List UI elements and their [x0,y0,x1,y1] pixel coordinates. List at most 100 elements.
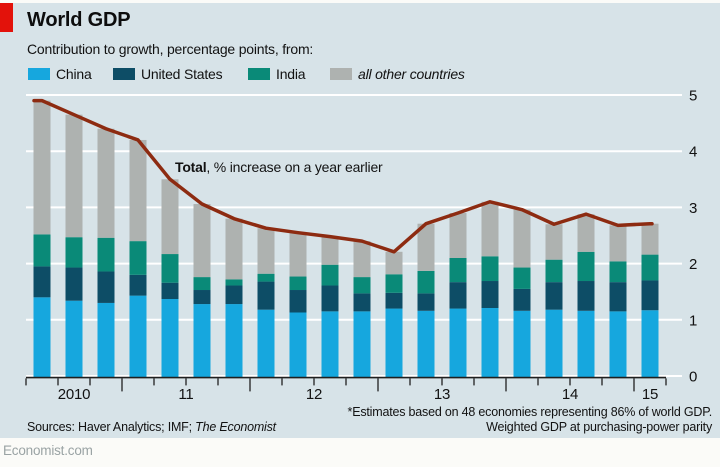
bar-segment-india-2014-q1 [513,267,531,289]
legend-swatch-all-other-countries [330,68,352,80]
bar-segment-china-2013-q4 [481,307,499,378]
chart-subtitle: Contribution to growth, percentage point… [27,41,314,57]
bar-segment-united-states-2011-q2 [161,282,179,300]
bar-segment-china-2011-q3 [193,304,211,378]
y-axis-label-0: 0 [689,369,697,386]
bar-segment-united-states-2012-q3 [321,285,339,312]
bar-segment-united-states-2011-q3 [193,290,211,305]
sources-prefix: Sources: Haver Analytics; IMF; [27,420,196,434]
bar-segment-india-2011-q1 [129,241,147,275]
x-axis-year-label-2010: 2010 [58,386,91,403]
bar-segment-china-2014-q3 [577,310,595,378]
top-margin [0,0,720,3]
bar-segment-india-2012-q4 [353,277,371,294]
bar-segment-china-2012-q3 [321,311,339,378]
bar-segment-all-other-countries-2012-q1 [257,228,275,274]
bar-segment-india-2010-q3 [65,237,83,268]
bar-segment-united-states-2011-q1 [129,274,147,296]
chart-title: World GDP [27,9,131,31]
bar-segment-all-other-countries-2012-q3 [321,236,339,265]
y-axis-label-5: 5 [689,88,697,105]
bottom-strip: Economist.com [0,438,720,467]
bar-segment-china-2014-q4 [609,311,627,378]
sources-italic: The Economist [195,420,276,434]
bar-segment-china-2011-q2 [161,299,179,378]
bar-segment-united-states-2012-q1 [257,281,275,310]
bar-segment-united-states-2012-q4 [353,293,371,312]
footnote-line-1: *Estimates based on 48 economies represe… [347,405,713,419]
sources-note: Sources: Haver Analytics; IMF; The Econo… [27,420,276,434]
bar-segment-all-other-countries-2011-q1 [129,139,147,242]
bar-segment-all-other-countries-2013-q3 [449,213,467,258]
economist-url: Economist.com [3,443,93,458]
bar-segment-india-2013-q1 [385,274,403,293]
bar-segment-china-2012-q4 [353,311,371,378]
bar-segment-united-states-2015-q1 [641,280,659,311]
legend-label-united-states: United States [141,66,223,82]
bar-segment-india-2012-q2 [289,276,307,291]
total-line [32,98,654,254]
y-axis-label-4: 4 [689,144,697,161]
bar-segment-all-other-countries-2012-q2 [289,232,307,277]
bar-segment-united-states-2011-q4 [225,285,243,305]
economist-red-tab [0,3,13,32]
bar-segment-united-states-2014-q1 [513,288,531,311]
bar-segment-all-other-countries-2014-q4 [609,225,627,262]
chart-panel: World GDP Contribution to growth, percen… [0,0,720,438]
bar-segment-india-2014-q4 [609,261,627,283]
estimates-footnote: *Estimates based on 48 economies represe… [347,405,713,434]
legend-swatch-china [28,68,50,80]
bar-segment-united-states-2014-q4 [609,282,627,312]
bar-segment-united-states-2013-q4 [481,281,499,308]
bar-segment-all-other-countries-2014-q2 [545,224,563,260]
total-line-annotation-rest: , % increase on a year earlier [206,159,383,175]
bar-segment-china-2012-q1 [257,309,275,378]
legend-item-united-states: United States [113,66,223,82]
bar-segment-united-states-2014-q3 [577,281,595,311]
x-axis-year-label-14: 14 [562,386,578,403]
legend-item-india: India [248,66,306,82]
bar-segment-united-states-2013-q1 [385,292,403,309]
bar-segment-india-2012-q3 [321,264,339,286]
bar-segment-india-2013-q4 [481,256,499,282]
bar-segment-india-2011-q4 [225,279,243,286]
bar-segment-china-2013-q2 [417,310,435,378]
bar-segment-all-other-countries-2014-q1 [513,209,531,268]
legend-label-india: India [276,66,306,82]
legend-item-all-other-countries: all other countries [330,66,465,82]
x-axis-year-label-12: 12 [306,386,322,403]
y-axis-label-2: 2 [689,256,697,273]
bar-segment-china-2011-q1 [129,295,147,378]
bar-segment-all-other-countries-2011-q3 [193,204,211,278]
bar-segment-india-2011-q2 [161,254,179,283]
bar-segment-china-2010-q4 [97,302,115,378]
bar-segment-india-2012-q1 [257,273,275,282]
bar-segment-china-2013-q3 [449,308,467,378]
legend-swatch-united-states [113,68,135,80]
bar-segment-united-states-2012-q2 [289,290,307,313]
bar-segment-all-other-countries-2011-q2 [161,179,179,255]
bar-segment-united-states-2013-q2 [417,293,435,311]
bar-segment-china-2012-q2 [289,312,307,378]
bar-segment-all-other-countries-2012-q4 [353,241,371,278]
bar-segment-china-2010-q3 [65,300,83,378]
legend-label-all-other-countries: all other countries [358,66,465,82]
bar-segment-india-2015-q1 [641,254,659,281]
bar-segment-china-2015-q1 [641,310,659,378]
footnote-line-2: Weighted GDP at purchasing-power parity [486,419,712,434]
bar-segment-india-2014-q3 [577,251,595,282]
legend-item-china: China [28,66,92,82]
bar-segment-all-other-countries-2010-q4 [97,128,115,238]
bar-segment-united-states-2010-q3 [65,267,83,301]
legend-swatch-india [248,68,270,80]
bar-segment-china-2011-q4 [225,304,243,378]
bar-segment-china-2010-q2 [33,297,51,378]
bar-segment-india-2010-q2 [33,234,51,267]
bar-segment-all-other-countries-2010-q2 [33,100,51,235]
total-line-annotation: Total, % increase on a year earlier [175,159,383,175]
bar-segment-india-2013-q3 [449,257,467,283]
y-axis-label-3: 3 [689,200,697,217]
bar-segment-china-2013-q1 [385,308,403,378]
bar-segment-china-2014-q2 [545,309,563,378]
